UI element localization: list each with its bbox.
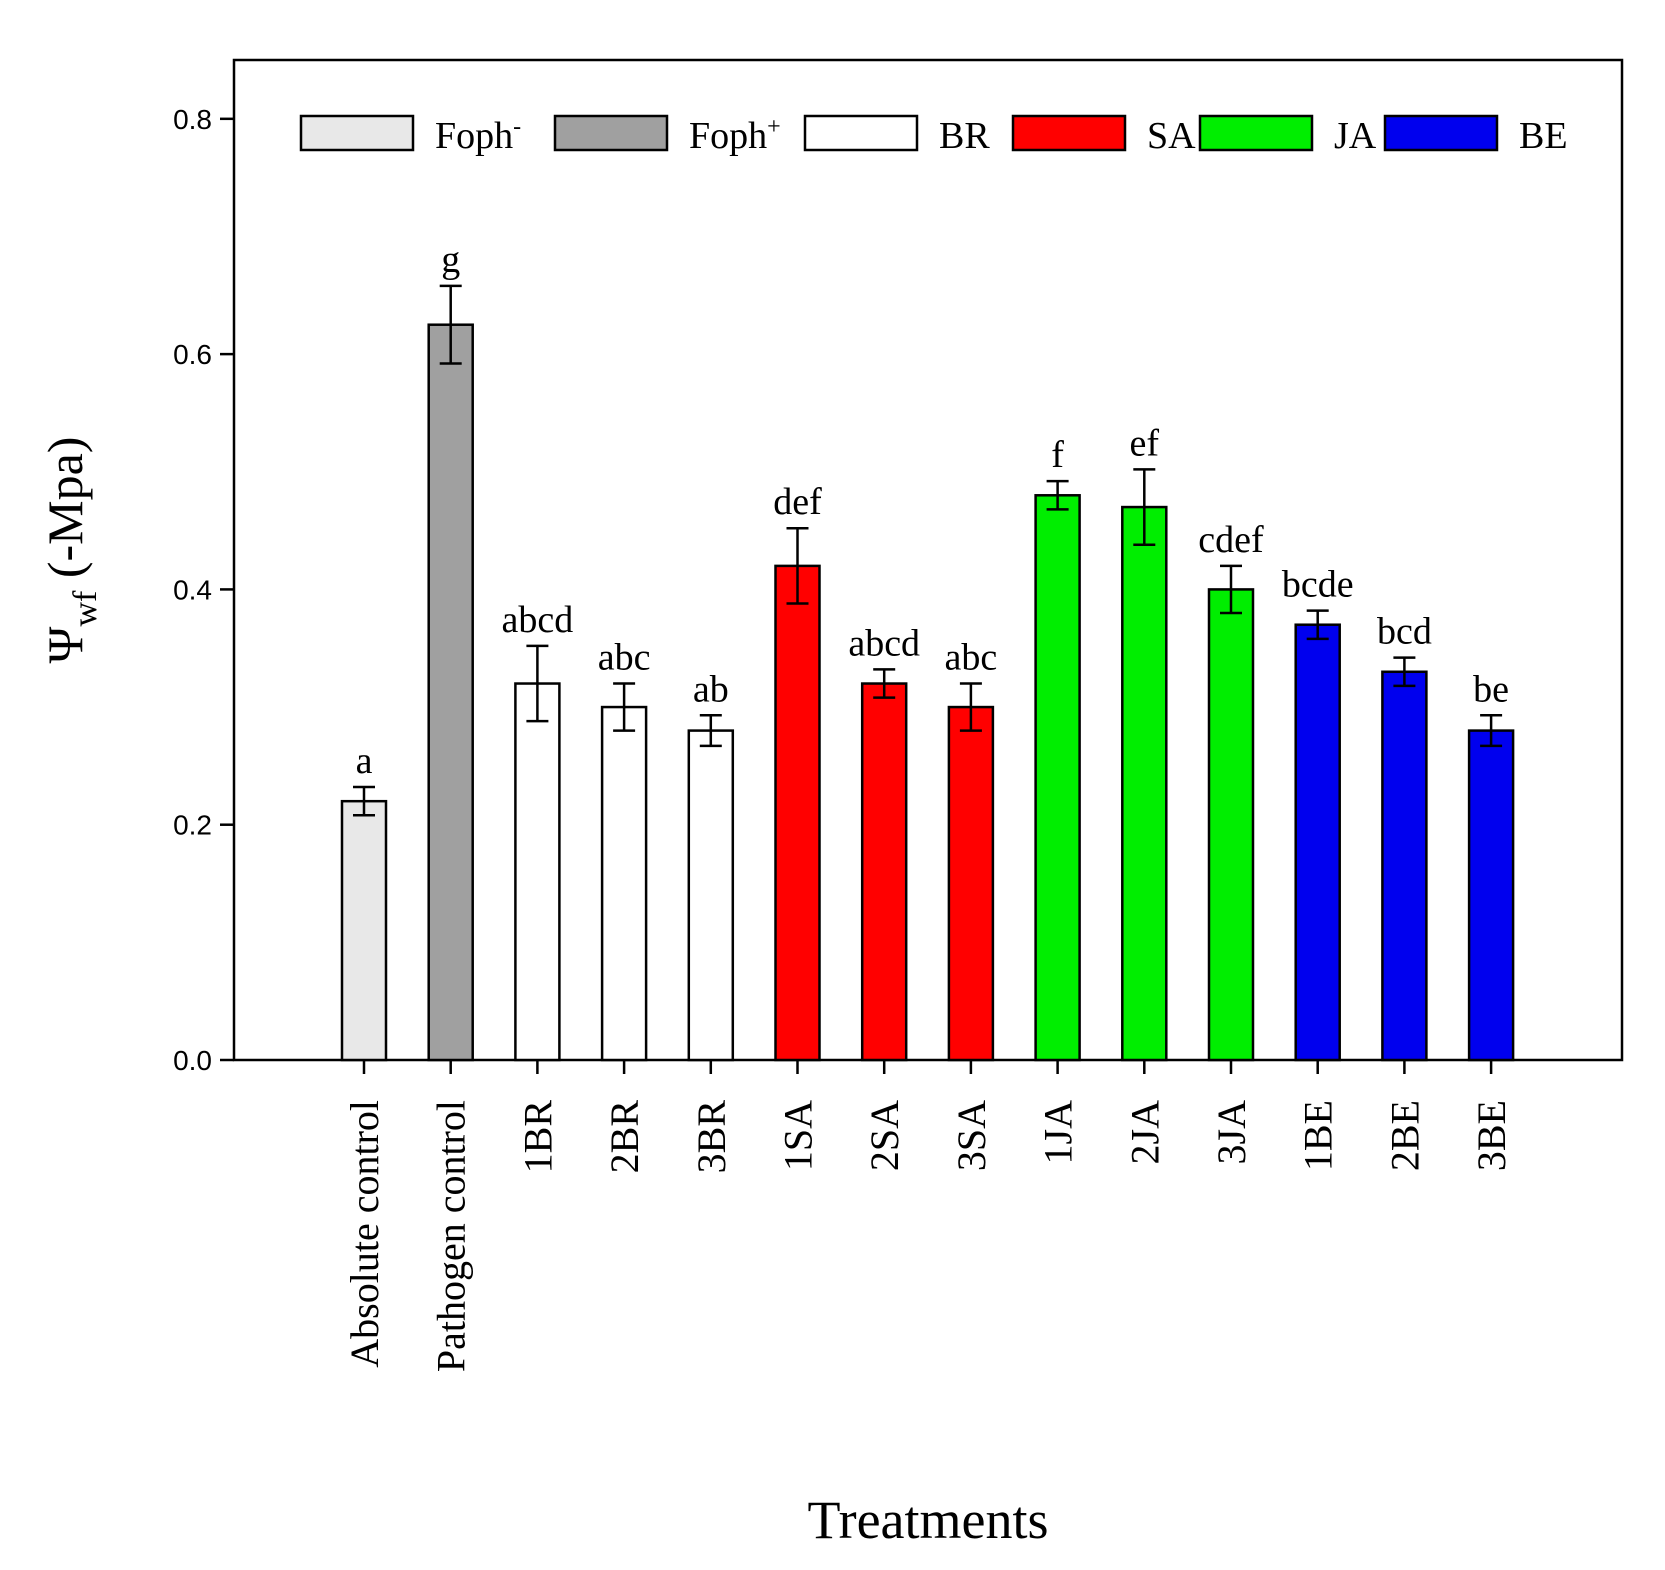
y-tick-label: 0.4 — [173, 574, 212, 605]
bar — [340, 799, 388, 1062]
x-tick-label: 1JA — [1036, 1100, 1081, 1165]
legend-swatch — [1383, 114, 1499, 152]
legend-label: BE — [1519, 115, 1568, 157]
bar — [514, 682, 561, 1062]
y-tick-label: 0.6 — [173, 339, 212, 370]
bar — [947, 705, 995, 1062]
bars: a Absolute control g Pathogen control abcd 1B… — [340, 239, 1515, 1372]
bar — [687, 729, 735, 1062]
x-tick-label: 2SA — [862, 1100, 907, 1171]
significance-letter: g — [441, 239, 460, 281]
y-tick-label: 0.0 — [173, 1045, 212, 1076]
x-axis-title: Treatments — [808, 1490, 1049, 1550]
bar — [1034, 494, 1081, 1062]
legend-label: Foph- — [435, 114, 521, 157]
x-tick-label: 3SA — [949, 1100, 994, 1171]
x-tick-label: 2JA — [1122, 1100, 1167, 1165]
legend-label: SA — [1147, 115, 1196, 157]
legend-swatch — [299, 114, 415, 152]
x-tick-label: 3BE — [1469, 1100, 1514, 1171]
significance-letter: abc — [945, 637, 998, 679]
bar — [860, 682, 908, 1062]
legend-swatch — [1198, 114, 1314, 152]
x-tick-label: Absolute control — [342, 1100, 387, 1368]
bar — [1467, 729, 1515, 1062]
x-tick-label: Pathogen control — [429, 1100, 474, 1372]
x-tick-label: 3JA — [1209, 1100, 1254, 1165]
y-axis: 0.0 0.2 0.4 0.6 0.8 — [173, 104, 234, 1076]
y-axis-title-subscript: wf — [67, 590, 104, 627]
significance-letter: abc — [598, 637, 651, 679]
y-axis-title-symbol: Ψ — [37, 626, 93, 663]
legend-swatch — [1011, 114, 1127, 152]
significance-letter: ab — [693, 668, 729, 710]
legend-label: JA — [1334, 115, 1377, 157]
significance-letter: abcd — [502, 599, 574, 641]
significance-letter: cdef — [1198, 519, 1264, 561]
bar — [600, 705, 648, 1062]
significance-letter: def — [773, 481, 822, 523]
y-tick-label: 0.2 — [173, 810, 212, 841]
significance-letter: a — [356, 740, 373, 782]
bar — [774, 564, 821, 1062]
x-tick-label: 1SA — [776, 1100, 821, 1171]
bar — [1381, 670, 1428, 1062]
plot-frame — [232, 58, 1624, 1062]
significance-letter: ef — [1130, 422, 1160, 464]
significance-letter: bcde — [1282, 564, 1354, 606]
legend-label: BR — [939, 115, 990, 157]
x-tick-label: 2BE — [1382, 1100, 1427, 1171]
x-tick-label: 1BR — [515, 1100, 560, 1174]
y-tick-label: 0.8 — [173, 104, 212, 135]
bar — [427, 323, 474, 1062]
x-tick-label: 2BR — [602, 1100, 647, 1174]
legend-swatch — [553, 114, 669, 152]
significance-letter: abcd — [848, 622, 920, 664]
x-tick-label: 3BR — [689, 1100, 734, 1174]
bar — [1294, 623, 1341, 1062]
significance-letter: be — [1473, 668, 1509, 710]
legend: Foph- Foph+ BR SA JA BE — [299, 114, 1568, 157]
bar — [1207, 588, 1255, 1062]
y-axis-title: Ψwf (-Mpa) — [37, 437, 104, 664]
x-tick-label: 1BE — [1296, 1100, 1341, 1171]
legend-label: Foph+ — [689, 114, 781, 157]
bar — [1121, 505, 1168, 1062]
legend-swatch — [803, 114, 919, 152]
significance-letter: bcd — [1377, 611, 1432, 653]
y-axis-title-rest: (-Mpa) — [37, 437, 93, 591]
significance-letter: f — [1051, 434, 1064, 476]
